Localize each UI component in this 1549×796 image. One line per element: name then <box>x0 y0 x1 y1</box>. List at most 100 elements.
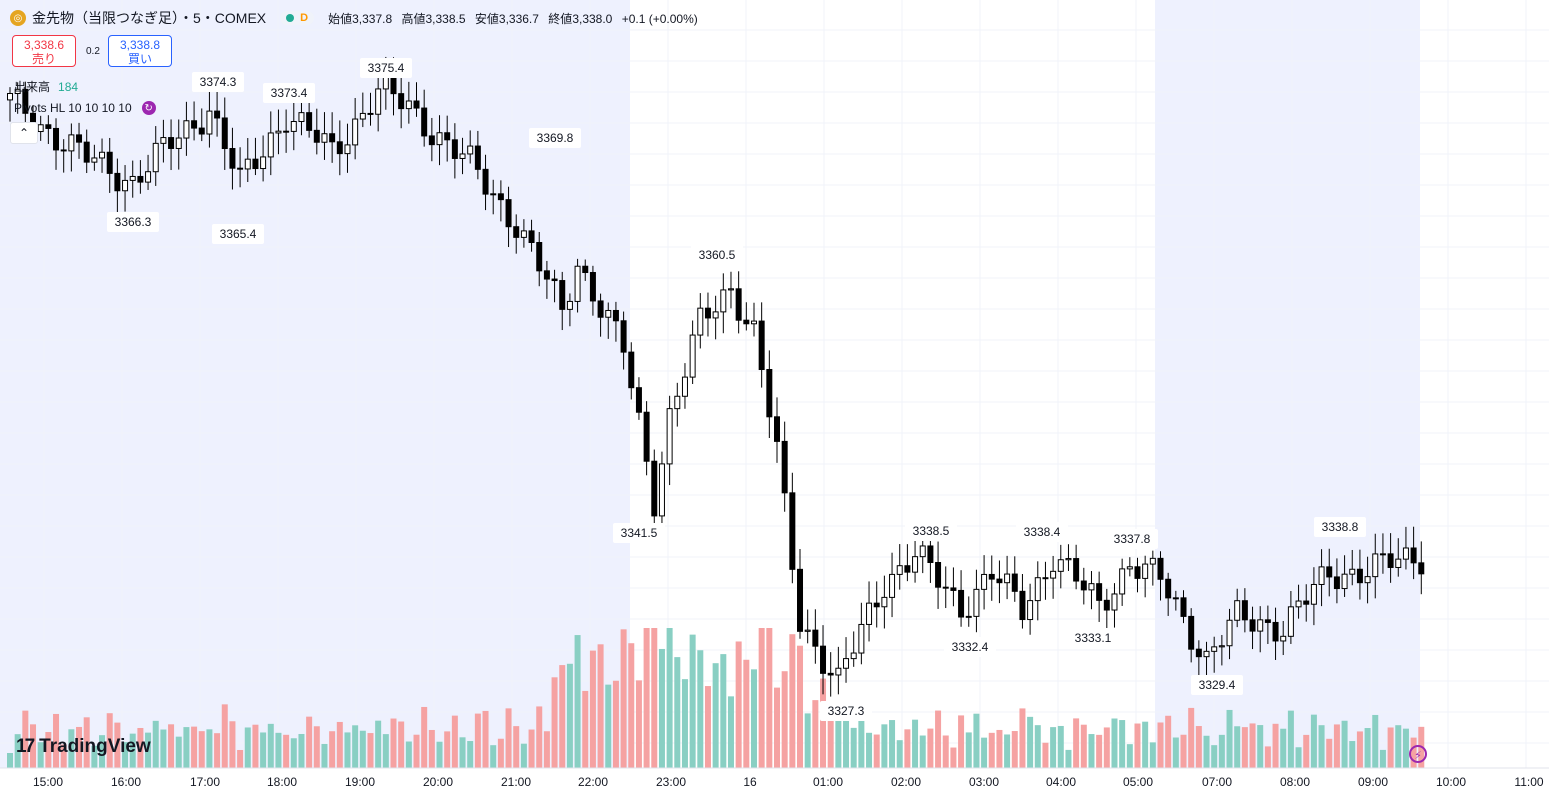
open-value: 3,337.8 <box>352 11 393 26</box>
volume-bar <box>298 733 305 768</box>
time-tick-label: 20:00 <box>423 775 453 789</box>
volume-bar <box>1310 714 1317 768</box>
candle-body <box>283 130 290 133</box>
low-value: 3,336.7 <box>498 11 539 26</box>
candle-body <box>1356 568 1363 584</box>
pivot-label: 3369.8 <box>537 131 574 145</box>
candle-body <box>1341 573 1348 590</box>
candle-body <box>720 289 727 313</box>
pivot-label: 3341.5 <box>621 526 658 540</box>
pivot-label-box <box>905 521 957 541</box>
symbol-title[interactable]: 金先物（当限つなぎ足）・5・COMEX <box>32 10 267 26</box>
candle-body <box>137 175 144 183</box>
pivot-label: 3329.4 <box>1199 678 1236 692</box>
volume-bar <box>866 732 873 768</box>
volume-bar <box>129 733 136 768</box>
volume-bar <box>873 734 880 768</box>
volume-indicator-legend[interactable]: 出来高 184 <box>14 78 78 95</box>
volume-bar <box>237 749 244 768</box>
candle-body <box>612 309 619 322</box>
candle-body <box>942 586 949 589</box>
volume-bar <box>789 634 796 768</box>
volume-bar <box>1272 723 1279 768</box>
time-tick-label: 23:00 <box>656 775 686 789</box>
candle-body <box>206 110 213 135</box>
candle-body <box>912 556 919 573</box>
chevron-up-icon[interactable]: ⌃ <box>10 122 38 144</box>
buy-button[interactable]: 3,338.8 買い <box>108 35 172 67</box>
time-tick-label: 15:00 <box>33 775 63 789</box>
volume-bar <box>850 727 857 768</box>
time-tick-label: 11:00 <box>1514 775 1543 789</box>
candle-body <box>83 141 90 163</box>
volume-bar <box>605 684 612 768</box>
candle-body <box>843 658 850 669</box>
candle-body <box>1042 577 1049 580</box>
candle-body <box>267 132 274 158</box>
sell-button[interactable]: 3,338.6 売り <box>12 35 76 67</box>
volume-bar <box>1356 731 1363 768</box>
volume-bar <box>1034 725 1041 768</box>
candle-body <box>766 369 773 418</box>
candle-body <box>827 672 834 676</box>
reload-icon[interactable]: ↻ <box>141 101 156 115</box>
volume-bar <box>973 713 980 768</box>
volume-bar <box>45 732 52 768</box>
candle-body <box>1310 583 1317 605</box>
volume-bar <box>1341 720 1348 768</box>
volume-bar <box>1134 723 1141 768</box>
candle-body <box>352 118 359 146</box>
volume-bar <box>981 737 988 768</box>
volume-bar <box>114 722 121 768</box>
candle-body <box>850 652 857 660</box>
candle-body <box>881 596 888 608</box>
candle-body <box>1004 573 1011 584</box>
volume-bar <box>283 734 290 768</box>
time-tick-label: 02:00 <box>891 775 921 789</box>
pivots-indicator-legend[interactable]: Pivots HL 10 10 10 10 ↻ <box>14 101 156 115</box>
volume-bar <box>191 726 198 768</box>
candle-body <box>1172 597 1179 600</box>
volume-bar <box>145 732 152 768</box>
volume-bar <box>290 738 297 768</box>
high-value: 3,338.5 <box>425 11 466 26</box>
candle-body <box>497 193 504 201</box>
candle-body <box>620 320 627 353</box>
candle-body <box>451 139 458 159</box>
pivot-label: 3338.8 <box>1322 520 1359 534</box>
volume-bar <box>175 736 182 768</box>
volume-bar <box>697 650 704 768</box>
market-open-dot-icon <box>286 14 295 22</box>
buy-label: 買い <box>127 52 152 66</box>
sell-label: 売り <box>31 52 56 66</box>
candle-body <box>1249 619 1256 632</box>
volume-bar <box>889 720 896 768</box>
candle-body <box>543 270 550 280</box>
volume-bar <box>336 721 343 768</box>
volume-bar <box>1333 724 1340 768</box>
volume-bar <box>1295 747 1302 768</box>
volume-bar <box>520 743 527 768</box>
candle-body <box>145 171 152 183</box>
volume-bar <box>950 747 957 768</box>
volume-bar <box>896 740 903 768</box>
candle-body <box>99 151 106 159</box>
candle-body <box>1019 590 1026 621</box>
candle-body <box>866 602 873 625</box>
candle-body <box>1395 558 1402 568</box>
market-status-pill[interactable]: D <box>280 11 315 25</box>
close-value: 3,338.0 <box>572 11 613 26</box>
candle-body <box>1326 566 1333 578</box>
change-value: +0.1 (+0.00%) <box>621 11 698 26</box>
time-tick-label: 16:00 <box>111 775 141 789</box>
volume-bar <box>482 710 489 768</box>
volume-bar <box>681 679 688 768</box>
candle-body <box>321 133 328 143</box>
candle-body <box>306 112 313 131</box>
time-tick-label: 09:00 <box>1358 775 1388 789</box>
lightning-icon[interactable]: ⚡ <box>1409 745 1427 763</box>
candle-body <box>60 149 67 152</box>
volume-bar <box>612 680 619 768</box>
volume-bar <box>689 634 696 768</box>
